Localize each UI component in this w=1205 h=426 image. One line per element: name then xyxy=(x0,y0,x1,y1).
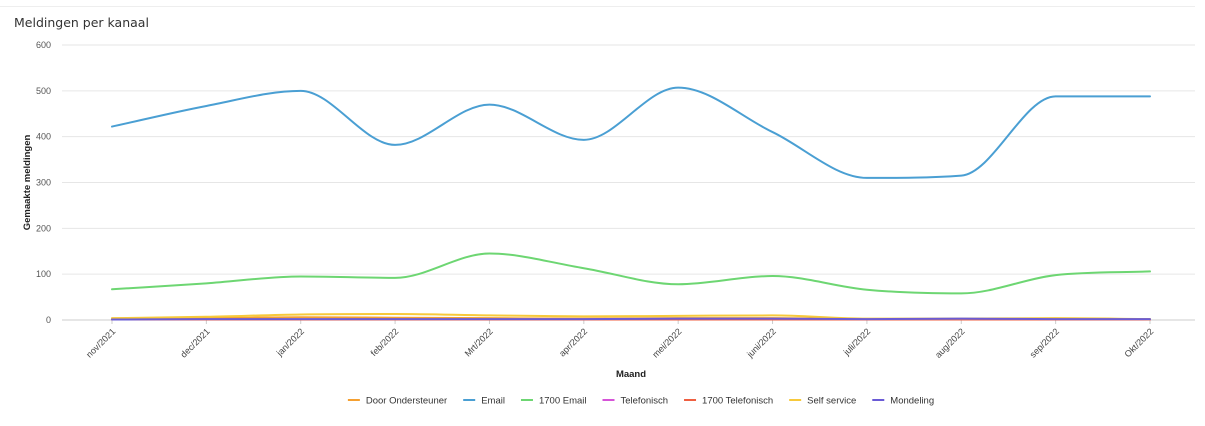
series-lines xyxy=(111,86,1151,321)
x-tick-label: aug/2022 xyxy=(933,326,967,360)
x-tick-label: Okt/2022 xyxy=(1123,326,1156,359)
legend-label: Mondeling xyxy=(890,396,934,407)
series-line-2 xyxy=(111,252,1151,295)
y-tick-label: 500 xyxy=(36,86,51,96)
y-tick-label: 400 xyxy=(36,132,51,142)
x-tick-label: mei/2022 xyxy=(650,326,683,359)
legend-item[interactable]: Mondeling xyxy=(872,396,934,407)
x-tick-label: Mrt/2022 xyxy=(463,326,495,358)
legend-item[interactable]: Telefonisch xyxy=(602,396,669,407)
x-tick-label: juni/2022 xyxy=(744,326,778,360)
legend-label: Email xyxy=(481,396,505,407)
legend: Door Ondersteuner Email 1700 Email Telefoni… xyxy=(347,396,934,407)
legend-label: Self service xyxy=(807,396,856,407)
y-tick-label: 600 xyxy=(36,40,51,50)
legend-label: 1700 Email xyxy=(539,396,587,407)
legend-label: Door Ondersteuner xyxy=(366,396,447,407)
x-tick-label: apr/2022 xyxy=(557,326,589,358)
x-tick-label: jan/2022 xyxy=(274,326,306,358)
y-axis-ticks: 0 100 200 300 400 500 600 xyxy=(36,40,51,325)
legend-item[interactable]: 1700 Telefonisch xyxy=(684,396,773,407)
legend-label: 1700 Telefonisch xyxy=(702,396,773,407)
y-tick-label: 300 xyxy=(36,178,51,188)
grid-lines xyxy=(62,44,1195,321)
legend-item[interactable]: Self service xyxy=(789,396,856,407)
chart-title: Meldingen per kanaal xyxy=(14,15,149,30)
legend-item[interactable]: 1700 Email xyxy=(520,396,587,407)
legend-item[interactable]: Email xyxy=(463,396,505,407)
x-axis-ticks: nov/2021 dec/2021 jan/2022 feb/2022 Mrt/2022… xyxy=(84,320,1155,360)
series-line-6 xyxy=(111,317,1151,321)
x-tick-label: sep/2022 xyxy=(1028,326,1061,359)
y-axis-title: Gemaakte meldingen xyxy=(22,135,33,231)
y-tick-label: 100 xyxy=(36,269,51,279)
x-tick-label: feb/2022 xyxy=(369,326,401,358)
y-tick-label: 0 xyxy=(46,315,51,325)
x-axis-title: Maand xyxy=(616,369,646,380)
x-tick-label: dec/2021 xyxy=(179,326,212,359)
series-line-1 xyxy=(111,86,1151,179)
y-tick-label: 200 xyxy=(36,223,51,233)
top-divider xyxy=(0,6,1195,7)
x-tick-label: nov/2021 xyxy=(84,326,117,359)
x-tick-label: juli/2022 xyxy=(841,326,872,357)
legend-item[interactable]: Door Ondersteuner xyxy=(347,396,447,407)
legend-label: Telefonisch xyxy=(621,396,669,407)
